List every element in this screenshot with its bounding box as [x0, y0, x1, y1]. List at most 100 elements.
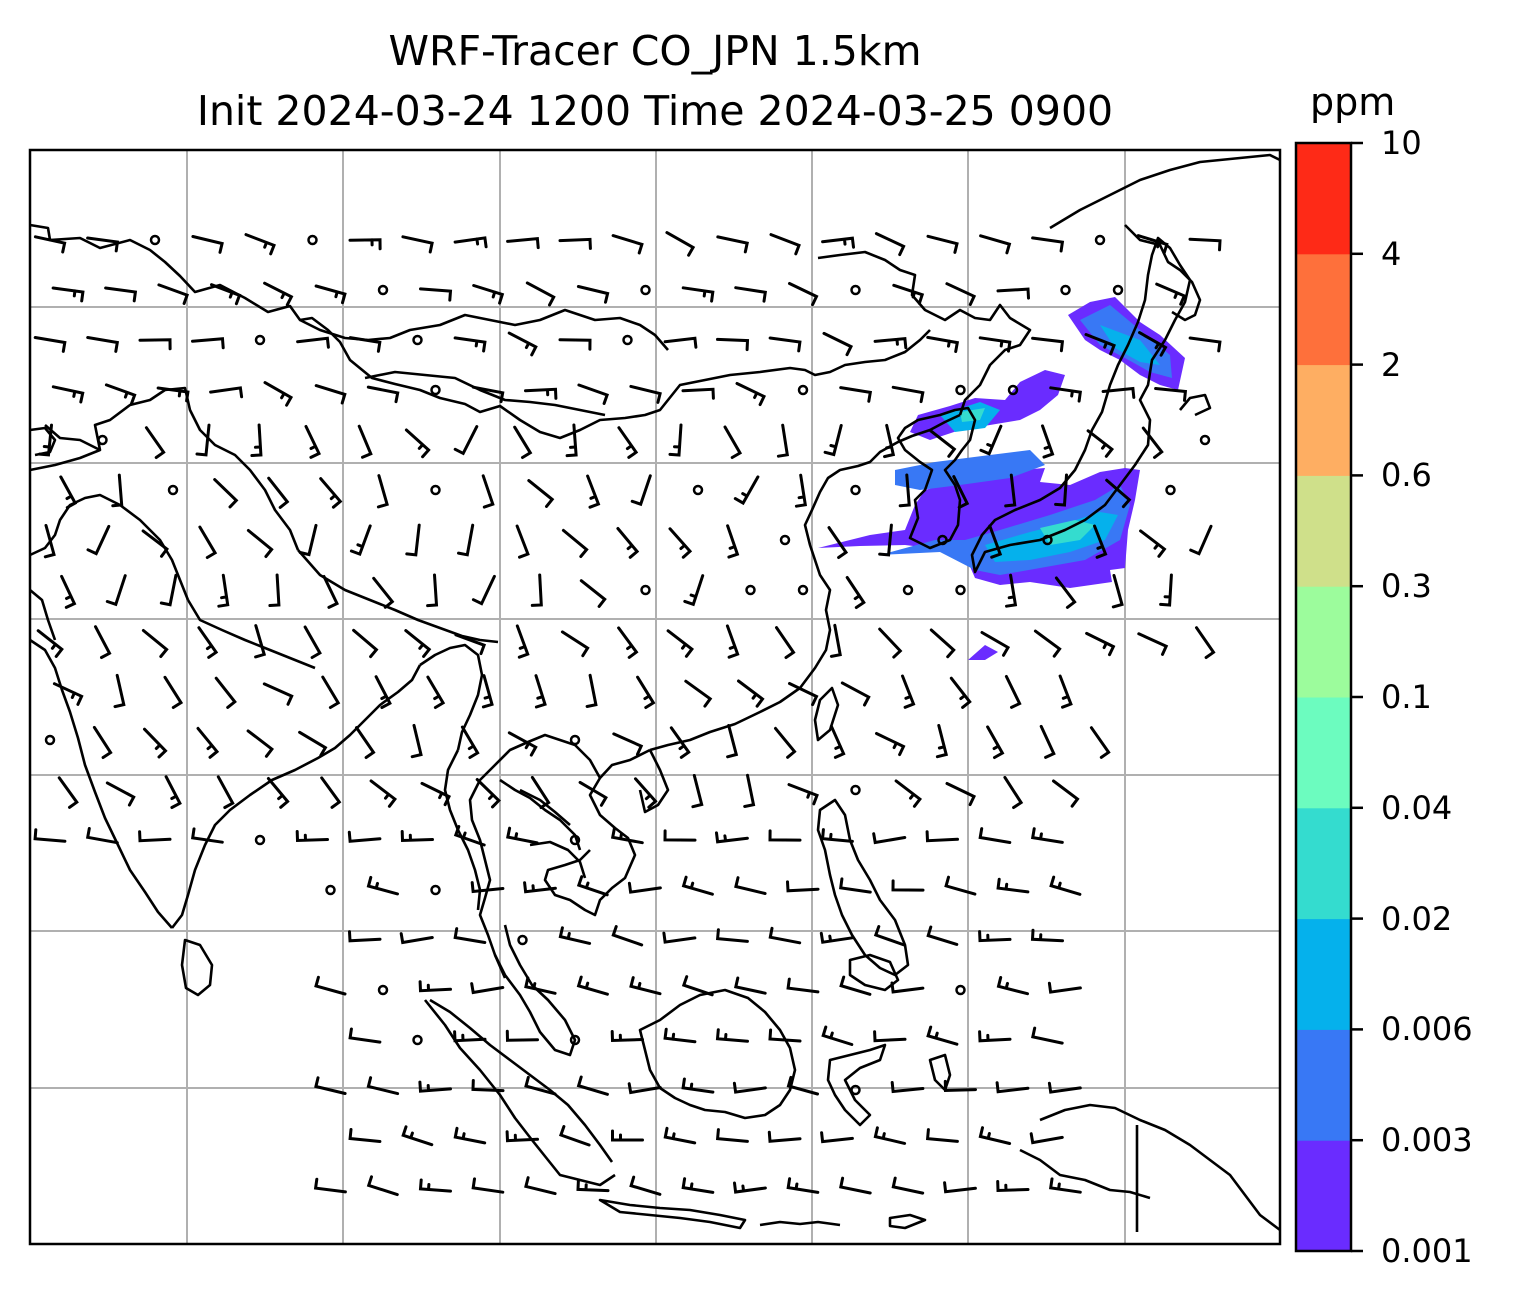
- wind-barb: [872, 832, 907, 845]
- wind-barb: [1029, 1132, 1064, 1145]
- colorbar-tick-label: 0.02: [1381, 899, 1453, 938]
- wind-barb: [453, 1126, 487, 1145]
- wind-barb: [534, 674, 547, 709]
- calm-wind-marker: [569, 734, 581, 746]
- wind-barb: [786, 1177, 820, 1194]
- wind-barb: [36, 629, 64, 658]
- calm-wind-marker: [850, 1084, 861, 1096]
- wind-barb: [1049, 386, 1082, 403]
- wind-barb: [875, 732, 906, 757]
- wind-barb: [636, 675, 656, 709]
- wind-barb: [978, 1126, 1012, 1145]
- wind-barb: [1047, 1081, 1082, 1094]
- wind-barb: [617, 626, 639, 659]
- wind-barb: [1030, 928, 1064, 943]
- wind-barb: [988, 524, 1003, 559]
- wind-barb: [986, 725, 1005, 759]
- wind-barb: [734, 876, 767, 895]
- colorbar-tick-label: 0.001: [1381, 1232, 1473, 1270]
- wind-barb: [59, 475, 78, 509]
- wind-barb: [725, 624, 740, 659]
- wind-barb: [457, 523, 475, 557]
- wind-barb: [668, 527, 693, 559]
- colorbar-segment: [1296, 918, 1351, 1030]
- coast-south-china: [543, 748, 651, 917]
- coastlines: [29, 153, 1281, 1232]
- wind-barb: [768, 336, 802, 353]
- wind-barb: [577, 383, 610, 405]
- wind-barb: [669, 726, 691, 759]
- calm-wind-marker: [797, 584, 809, 596]
- wind-barb: [662, 931, 697, 944]
- calm-wind-marker: [377, 284, 389, 296]
- wind-barb: [819, 931, 854, 944]
- calm-wind-marker: [430, 384, 441, 396]
- coast-taiwan: [813, 686, 840, 742]
- wind-barb: [788, 282, 819, 307]
- calm-wind-markers: [44, 234, 1211, 1096]
- wind-barb: [726, 524, 740, 559]
- calm-wind-marker: [254, 834, 266, 846]
- wind-barb: [1048, 1177, 1082, 1194]
- coast-asia-north: [29, 223, 931, 440]
- colorbar-segment: [1296, 253, 1351, 366]
- wind-barb: [246, 529, 274, 558]
- border-himalaya: [297, 549, 499, 644]
- colorbar-tick-label: 0.006: [1381, 1010, 1473, 1049]
- wind-barb: [681, 1077, 715, 1094]
- wind-barb: [33, 828, 67, 843]
- wind-barb: [743, 773, 756, 808]
- calm-wind-marker: [412, 1034, 423, 1046]
- wind-barb: [1141, 426, 1164, 459]
- wind-barb: [943, 1079, 977, 1092]
- calm-wind-marker: [779, 534, 791, 546]
- wind-barb: [321, 675, 341, 709]
- wind-barb: [348, 336, 382, 353]
- wind-barb: [926, 1025, 959, 1046]
- wind-barb: [788, 682, 819, 707]
- wind-barb: [952, 475, 970, 509]
- wind-barb: [1052, 779, 1080, 808]
- wind-barb: [576, 1178, 610, 1193]
- wind-barb: [1188, 336, 1222, 353]
- wind-barb: [530, 775, 551, 809]
- border-afghan: [29, 589, 57, 641]
- wind-barb: [829, 623, 842, 658]
- wind-barb: [454, 633, 487, 656]
- calm-wind-marker: [937, 534, 948, 546]
- wind-barb: [198, 525, 218, 559]
- wind-barb: [471, 574, 496, 606]
- map-frame: [28, 148, 1282, 1246]
- wind-barb: [776, 423, 790, 458]
- wind-barb: [1047, 981, 1082, 994]
- wind-barb: [1039, 724, 1056, 759]
- colorbar-tick-label: 0.6: [1381, 456, 1432, 495]
- border-mongolia-china: [364, 370, 606, 417]
- wind-barb: [617, 426, 639, 459]
- wind-barb: [1139, 529, 1167, 558]
- wind-barb: [426, 675, 446, 709]
- colorbar-segment: [1296, 1029, 1351, 1141]
- wind-barb: [629, 976, 662, 996]
- wind-barb: [303, 625, 322, 659]
- wind-barb: [475, 778, 501, 809]
- wind-barb: [616, 527, 640, 559]
- wind-barb: [873, 1126, 907, 1145]
- wind-barb: [400, 830, 434, 843]
- wind-barb: [663, 829, 697, 842]
- wind-barb: [210, 283, 242, 306]
- wind-barb: [418, 980, 452, 993]
- calm-wind-marker: [1042, 534, 1053, 546]
- colorbar-tick-label: 0.1: [1381, 678, 1432, 716]
- coast-philippines: [816, 798, 910, 977]
- wind-barb: [263, 381, 294, 407]
- wind-barb: [820, 828, 854, 843]
- wind-barb: [681, 975, 714, 997]
- wind-barb: [191, 235, 224, 254]
- wind-barb: [357, 424, 373, 459]
- wind-barb: [313, 1177, 347, 1194]
- wind-barb: [52, 682, 84, 706]
- wind-barb: [506, 826, 539, 845]
- wind-barb: [530, 573, 543, 607]
